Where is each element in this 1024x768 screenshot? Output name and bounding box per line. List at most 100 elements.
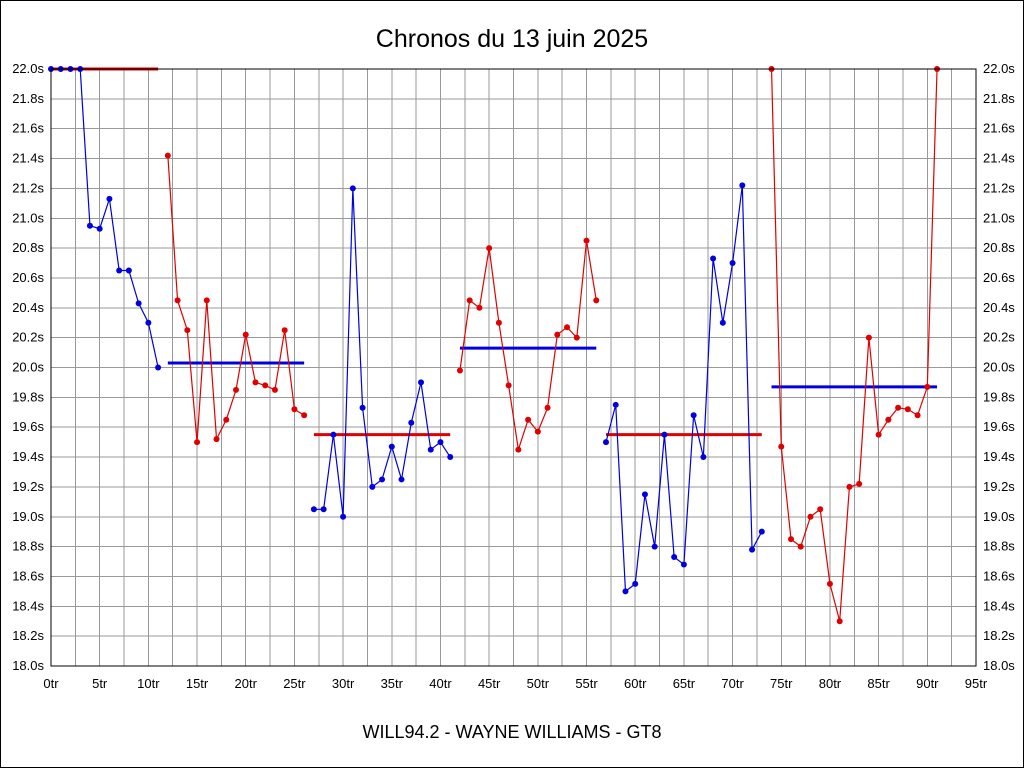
- lap-point: [223, 416, 230, 423]
- y-tick-left: 19.8s: [12, 389, 44, 404]
- y-tick-left: 21.2s: [12, 180, 44, 195]
- lap-point: [749, 546, 756, 553]
- y-tick-left: 18.6s: [12, 568, 44, 583]
- lap-point: [486, 245, 493, 252]
- y-tick-left: 20.6s: [12, 270, 44, 285]
- y-tick-right: 21.4s: [983, 151, 1015, 166]
- y-tick-right: 20.4s: [983, 300, 1015, 315]
- lap-point: [807, 513, 814, 520]
- y-tick-left: 19.6s: [12, 419, 44, 434]
- y-tick-right: 18.4s: [983, 598, 1015, 613]
- lap-point: [671, 554, 678, 561]
- lap-point: [466, 297, 473, 304]
- lap-point: [924, 383, 931, 390]
- lap-point: [593, 297, 600, 304]
- lap-point: [836, 618, 843, 625]
- y-tick-right: 18.2s: [983, 628, 1015, 643]
- lap-point: [447, 454, 454, 461]
- lap-point: [456, 367, 463, 374]
- x-tick: 35tr: [381, 676, 404, 691]
- y-tick-right: 22.0s: [983, 61, 1015, 76]
- y-tick-left: 20.0s: [12, 360, 44, 375]
- x-tick: 50tr: [527, 676, 550, 691]
- lap-point: [564, 324, 571, 331]
- series-stint-2: [164, 152, 308, 446]
- lap-point: [603, 439, 609, 446]
- lap-point: [106, 195, 113, 202]
- x-tick: 5tr: [92, 676, 108, 691]
- lap-point: [710, 255, 717, 262]
- y-tick-left: 18.2s: [12, 628, 44, 643]
- y-tick-right: 20.8s: [983, 240, 1015, 255]
- lap-point: [233, 386, 239, 393]
- lap-point: [213, 436, 220, 443]
- grid-lines: [50, 68, 977, 667]
- y-tick-right: 21.6s: [983, 121, 1015, 136]
- lap-point: [330, 431, 337, 438]
- lap-point: [203, 297, 210, 304]
- lap-point: [914, 412, 921, 419]
- lap-point: [846, 483, 853, 490]
- x-tick: 55tr: [575, 676, 598, 691]
- y-tick-left: 21.0s: [12, 210, 44, 225]
- lap-point: [418, 379, 424, 386]
- y-tick-left: 19.2s: [12, 479, 44, 494]
- lap-point: [875, 431, 882, 438]
- x-tick: 40tr: [429, 676, 452, 691]
- lap-point: [583, 237, 590, 244]
- y-tick-right: 19.4s: [983, 449, 1015, 464]
- lap-point: [369, 483, 376, 490]
- y-tick-right: 21.2s: [983, 180, 1015, 195]
- x-tick: 75tr: [770, 676, 793, 691]
- x-tick: 60tr: [624, 676, 647, 691]
- lap-point: [817, 506, 824, 513]
- y-tick-right: 19.6s: [983, 419, 1015, 434]
- x-tick: 10tr: [137, 676, 160, 691]
- lap-point: [320, 506, 327, 513]
- lap-point: [310, 506, 317, 513]
- lap-point: [164, 152, 171, 159]
- lap-point: [729, 260, 736, 267]
- lap-point: [739, 182, 746, 189]
- x-tick: 85tr: [867, 676, 890, 691]
- x-tick: 80tr: [819, 676, 842, 691]
- lap-point: [271, 386, 278, 393]
- lap-point: [690, 412, 697, 419]
- y-tick-left: 18.0s: [12, 658, 44, 673]
- y-tick-right: 18.8s: [983, 539, 1015, 554]
- y-tick-right: 19.0s: [983, 509, 1015, 524]
- lap-point: [359, 404, 366, 411]
- lap-point: [865, 334, 872, 341]
- lap-point: [125, 267, 132, 274]
- y-tick-left: 20.2s: [12, 330, 44, 345]
- x-tick: 0tr: [43, 676, 59, 691]
- lap-point: [895, 404, 902, 411]
- lap-point: [96, 225, 103, 232]
- y-tick-right: 20.0s: [983, 360, 1015, 375]
- x-tick: 45tr: [478, 676, 501, 691]
- lap-point: [778, 443, 785, 450]
- x-tick: 25tr: [283, 676, 306, 691]
- series-stint-5: [603, 182, 765, 595]
- y-tick-right: 21.0s: [983, 210, 1015, 225]
- series-stint-4: [456, 237, 600, 453]
- lap-point: [758, 528, 765, 535]
- lap-point: [573, 334, 580, 341]
- lap-point: [86, 222, 93, 229]
- lap-point: [651, 543, 658, 550]
- lap-point: [641, 491, 648, 498]
- lap-point: [427, 446, 434, 453]
- lap-point: [349, 185, 356, 192]
- y-tick-right: 19.8s: [983, 389, 1015, 404]
- x-tick: 70tr: [721, 676, 744, 691]
- lap-point: [262, 382, 269, 389]
- lap-point: [301, 412, 308, 419]
- lap-point: [544, 404, 551, 411]
- lap-point: [525, 416, 532, 423]
- lap-point: [437, 439, 444, 446]
- series-stint-6: [768, 66, 941, 625]
- y-tick-right: 20.6s: [983, 270, 1015, 285]
- x-tick: 30tr: [332, 676, 355, 691]
- lap-point: [612, 401, 619, 408]
